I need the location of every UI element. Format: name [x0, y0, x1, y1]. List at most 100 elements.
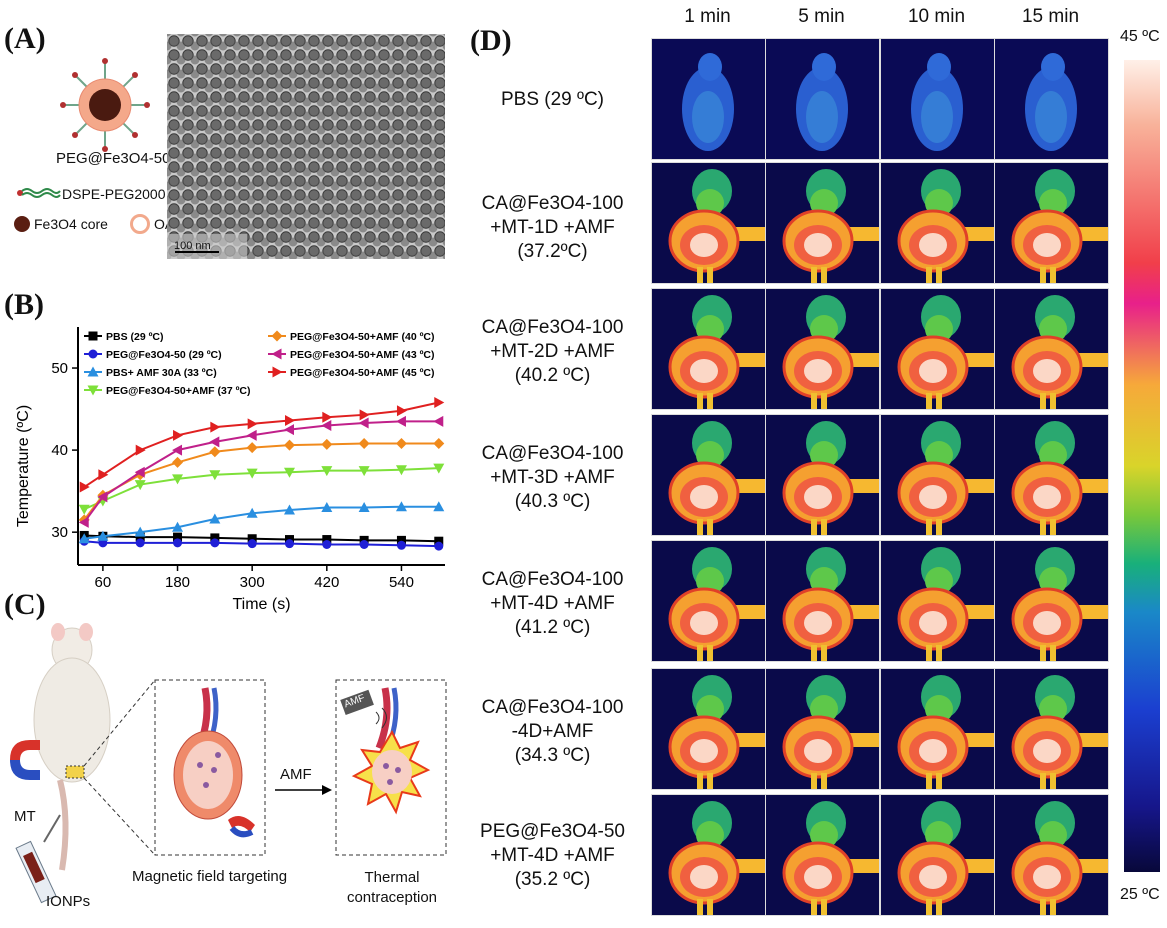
legend-label-6: PEG@Fe3O4-50+AMF (43 ºC) [290, 349, 435, 361]
x-tick-label: 540 [389, 574, 414, 591]
dspe-legend-icon [17, 188, 61, 198]
row-label-2-l2: +MT-1D +AMF [490, 217, 615, 238]
legend-label-5: PEG@Fe3O4-50+AMF (40 ºC) [290, 331, 435, 343]
series-6-point [78, 516, 89, 528]
series-7-point [359, 409, 370, 421]
amf-arrow-label: AMF [280, 766, 312, 783]
row-label-7-l2: +MT-4D +AMF [490, 845, 615, 866]
temperature-chart: 60 180 300 420 540 30 40 50 Time (s) Temperature … [15, 327, 445, 613]
series-7-point [396, 405, 407, 417]
series-3-point [172, 521, 184, 532]
series-4-point [395, 465, 407, 476]
row-label-5: CA@Fe3O4-100 +MT-4D +AMF (41.2 ºC) [460, 568, 645, 640]
series-4-point [134, 480, 146, 491]
row-label-7-l1: PEG@Fe3O4-50 [480, 821, 625, 842]
series-3-point [246, 507, 258, 518]
thermal-line-2: contraception [346, 889, 438, 906]
series-7-point [322, 411, 333, 423]
thermal-image-r2-c2 [765, 162, 880, 284]
series-3-point [395, 501, 407, 512]
panel-c-label: (C) [4, 588, 46, 621]
thermal-image-r7-c4 [994, 794, 1109, 916]
core-legend-icon [14, 216, 30, 232]
mouse-illustration [10, 623, 447, 904]
panel-b-label: (B) [4, 288, 44, 321]
thermal-image-r5-c4 [994, 540, 1109, 662]
series-4-point [358, 466, 370, 477]
core-legend-label: Fe3O4 core [34, 216, 108, 232]
x-tick-label: 420 [314, 574, 339, 591]
row-label-1: PBS (29 ºC) [460, 88, 645, 112]
series-5-point [321, 438, 333, 450]
legend-marker-1 [88, 331, 98, 341]
row-label-3-l1: CA@Fe3O4-100 [481, 317, 624, 338]
tem-image [167, 34, 445, 259]
x-tick-label: 300 [240, 574, 265, 591]
tem-scale-bar-label: 100 nm [174, 240, 211, 252]
series-3-point [209, 513, 221, 524]
series-6-point [283, 424, 294, 436]
y-tick-label: 30 [51, 524, 68, 541]
thermal-image-r1-c1 [651, 38, 766, 160]
series-7-point [135, 444, 146, 456]
row-label-3: CA@Fe3O4-100 +MT-2D +AMF (40.2 ºC) [460, 316, 645, 388]
thermal-image-r4-c1 [651, 414, 766, 536]
row-label-3-l3: (40.2 ºC) [514, 365, 591, 386]
series-5-point [172, 456, 184, 468]
thermal-image-r6-c2 [765, 668, 880, 790]
row-label-3-l2: +MT-2D +AMF [490, 341, 615, 362]
thermal-image-r2-c3 [880, 162, 995, 284]
series-2-point [322, 539, 332, 549]
column-header-1: 1 min [684, 6, 731, 27]
series-4-point [246, 468, 258, 479]
series-6-point [172, 444, 183, 456]
thermal-image-r4-c2 [765, 414, 880, 536]
series-2-point [284, 539, 294, 549]
series-6-point [321, 419, 332, 431]
legend-label-4: PEG@Fe3O4-50+AMF (37 ºC) [106, 385, 251, 397]
row-label-2: CA@Fe3O4-100 +MT-1D +AMF (37.2ºC) [460, 192, 645, 264]
series-3-point [358, 502, 370, 513]
legend-label-3: PBS+ AMF 30A (33 ºC) [106, 367, 217, 379]
series-7-point [284, 415, 295, 427]
series-2-point [135, 538, 145, 548]
series-3-point [321, 502, 333, 513]
series-5-point [246, 442, 258, 454]
row-label-6-l2: -4D+AMF [511, 721, 594, 742]
oa-legend-icon [130, 214, 150, 234]
panel-a-label: (A) [4, 22, 46, 55]
legend-marker-5 [271, 330, 283, 342]
row-label-6-l3: (34.3 ºC) [514, 745, 591, 766]
legend-marker-3 [87, 366, 99, 377]
thermal-line-1: Thermal [364, 869, 420, 886]
series-3-point [97, 530, 109, 541]
column-header-4: 15 min [1021, 6, 1080, 27]
thermal-image-r1-c3 [880, 38, 995, 160]
series-4-point [321, 466, 333, 477]
row-label-7-l3: (35.2 ºC) [514, 869, 591, 890]
series-6-point [97, 491, 108, 503]
series-5-point [433, 438, 445, 450]
series-1-point [173, 532, 183, 542]
series-7-point [210, 421, 221, 433]
series-6-point [246, 429, 257, 441]
row-label-5-l1: CA@Fe3O4-100 [481, 569, 624, 590]
series-6-point [395, 415, 406, 427]
thermal-image-r6-c4 [994, 668, 1109, 790]
panel-d-label: (D) [470, 24, 512, 57]
nanoparticle-name: PEG@Fe3O4-50 [56, 150, 171, 167]
series-4-point [433, 463, 445, 474]
colorbar-min-label: 25 ºC [1120, 886, 1160, 903]
series-2-point [173, 538, 183, 548]
row-label-5-l2: +MT-4D +AMF [490, 593, 615, 614]
thermal-image-r7-c2 [765, 794, 880, 916]
x-axis-title: Time (s) [232, 596, 290, 613]
series-7-point [434, 397, 445, 409]
row-label-4-l2: +MT-3D +AMF [490, 467, 615, 488]
y-tick-label: 40 [51, 442, 68, 459]
series-2-point [210, 538, 220, 548]
series-4-point [78, 504, 90, 515]
thermal-image-r7-c3 [880, 794, 995, 916]
thermal-image-r3-c3 [880, 288, 995, 410]
legend-marker-4 [87, 385, 99, 396]
